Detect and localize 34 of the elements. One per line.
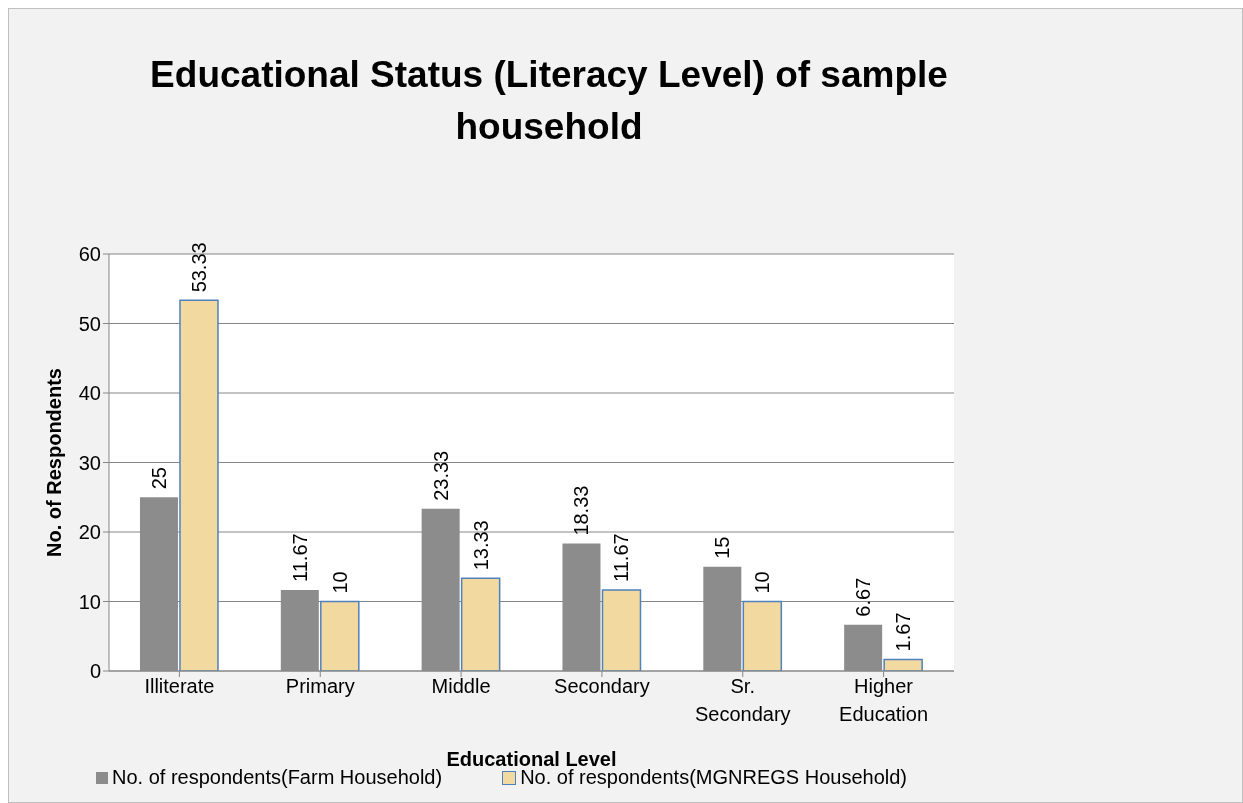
bar <box>179 299 219 671</box>
y-tick-label: 20 <box>78 521 101 544</box>
data-label: 11.67 <box>610 533 633 582</box>
bar <box>742 600 783 671</box>
y-tick-label: 30 <box>78 451 101 474</box>
y-tick-label: 10 <box>78 590 101 613</box>
data-label: 11.67 <box>288 533 311 582</box>
x-tick-label: Secondary <box>554 675 650 697</box>
y-tick-label: 50 <box>78 312 101 335</box>
bar <box>883 658 923 671</box>
y-tick-label: 60 <box>78 243 101 266</box>
x-tick-label: Higher Education <box>839 675 929 725</box>
bar <box>320 600 360 671</box>
data-label: 10 <box>751 571 774 594</box>
x-tick-label: Illiterate <box>144 675 215 697</box>
data-label: 15 <box>711 536 734 559</box>
y-axis-title: No. of Respondents <box>43 368 66 557</box>
data-label: 1.67 <box>892 612 915 652</box>
y-tick-label: 40 <box>78 382 101 405</box>
data-label: 10 <box>328 571 351 594</box>
x-tick-label: Primary <box>285 675 355 697</box>
x-tick-label: Sr. Secondary <box>694 675 791 725</box>
data-label: 53.33 <box>187 242 210 293</box>
data-label: 23.33 <box>429 450 452 501</box>
data-label: 18.33 <box>570 485 593 536</box>
bar <box>460 577 501 671</box>
data-label: 13.33 <box>469 520 492 571</box>
bar <box>601 589 642 671</box>
data-label: 25 <box>147 467 170 490</box>
y-tick-label: 0 <box>89 660 101 683</box>
chart-title: Educational Status (Literacy Level) of sample household <box>149 53 949 149</box>
data-label: 6.67 <box>852 577 875 617</box>
legend-label: No. of respondents(Farm Household) <box>111 766 443 789</box>
x-tick-label: Middle <box>431 675 491 697</box>
